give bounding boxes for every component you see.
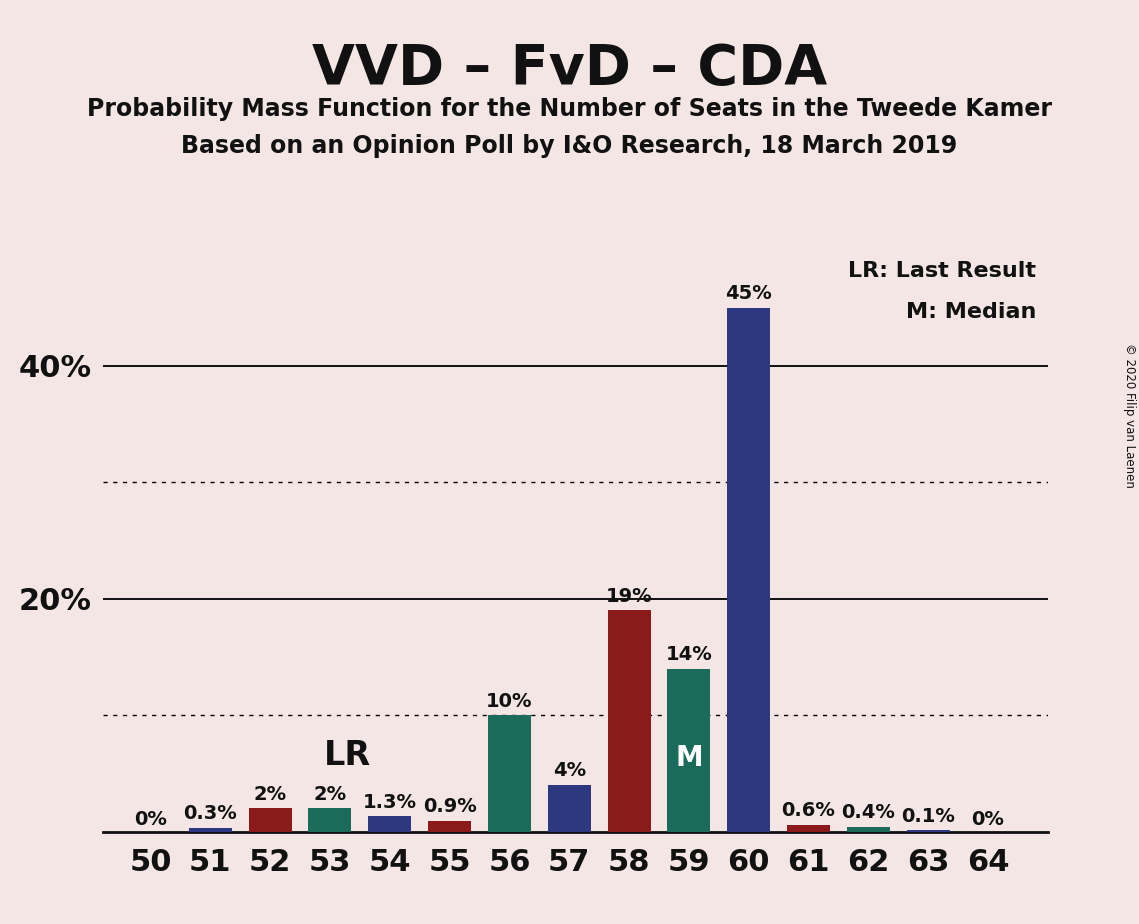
Text: 0.6%: 0.6% bbox=[781, 801, 836, 820]
Bar bbox=[248, 808, 292, 832]
Bar bbox=[428, 821, 472, 832]
Bar bbox=[189, 828, 231, 832]
Text: 1.3%: 1.3% bbox=[362, 793, 417, 812]
Text: 2%: 2% bbox=[313, 784, 346, 804]
Text: 45%: 45% bbox=[726, 284, 772, 303]
Text: 14%: 14% bbox=[665, 645, 712, 664]
Text: 0.3%: 0.3% bbox=[183, 805, 237, 823]
Text: 0.9%: 0.9% bbox=[423, 797, 476, 817]
Bar bbox=[368, 817, 411, 832]
Text: Based on an Opinion Poll by I&O Research, 18 March 2019: Based on an Opinion Poll by I&O Research… bbox=[181, 134, 958, 158]
Bar bbox=[787, 824, 830, 832]
Bar bbox=[309, 808, 352, 832]
Bar bbox=[727, 308, 770, 832]
Text: Probability Mass Function for the Number of Seats in the Tweede Kamer: Probability Mass Function for the Number… bbox=[87, 97, 1052, 121]
Text: 2%: 2% bbox=[254, 784, 287, 804]
Text: 19%: 19% bbox=[606, 587, 653, 606]
Text: M: Median: M: Median bbox=[906, 302, 1035, 322]
Bar bbox=[846, 827, 890, 832]
Bar bbox=[907, 831, 950, 832]
Text: LR: LR bbox=[325, 739, 371, 772]
Text: 10%: 10% bbox=[486, 691, 533, 711]
Text: LR: Last Result: LR: Last Result bbox=[847, 261, 1035, 281]
Text: 0%: 0% bbox=[134, 810, 166, 829]
Bar bbox=[487, 715, 531, 832]
Bar bbox=[548, 785, 591, 832]
Text: 0%: 0% bbox=[972, 810, 1005, 829]
Text: 0.1%: 0.1% bbox=[901, 807, 956, 826]
Text: 4%: 4% bbox=[552, 761, 585, 781]
Text: M: M bbox=[675, 744, 703, 772]
Bar bbox=[607, 611, 650, 832]
Bar bbox=[667, 669, 711, 832]
Text: VVD – FvD – CDA: VVD – FvD – CDA bbox=[312, 42, 827, 95]
Text: 0.4%: 0.4% bbox=[842, 803, 895, 822]
Text: © 2020 Filip van Laenen: © 2020 Filip van Laenen bbox=[1123, 344, 1137, 488]
